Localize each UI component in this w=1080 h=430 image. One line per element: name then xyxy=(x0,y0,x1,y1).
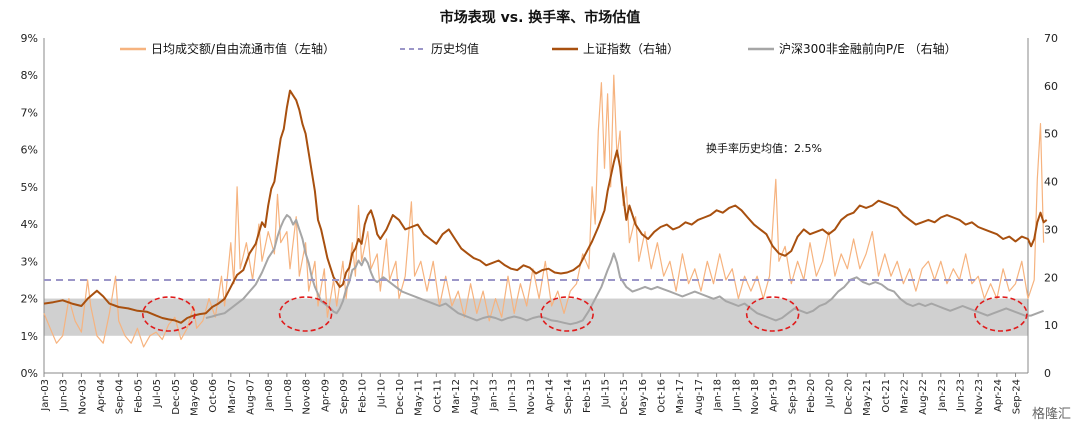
right-tick-label: 60 xyxy=(1044,80,1058,93)
x-tick-label: Jan-13 xyxy=(488,379,499,412)
highlight-circle xyxy=(278,296,333,332)
x-tick-label: Nov-18 xyxy=(750,379,761,415)
right-tick-label: 50 xyxy=(1044,128,1058,141)
left-tick-label: 1% xyxy=(21,330,38,343)
left-tick-label: 8% xyxy=(21,69,38,82)
left-tick-label: 4% xyxy=(21,218,38,231)
right-tick-label: 70 xyxy=(1044,32,1058,45)
highlight-circle xyxy=(540,296,594,332)
x-tick-label: Jul-15 xyxy=(601,379,612,408)
x-tick-label: Jul-20 xyxy=(825,379,836,408)
sse-index-series-line xyxy=(43,89,1048,324)
watermark: 格隆汇 xyxy=(1032,406,1071,422)
x-tick-label: May-06 xyxy=(189,379,200,416)
left-tick-label: 2% xyxy=(21,293,38,306)
x-tick-label: Feb-05 xyxy=(133,379,144,413)
x-tick-label: Mar-07 xyxy=(227,379,238,414)
chart-title: 市场表现 vs. 换手率、市场估值 xyxy=(440,9,641,26)
x-tick-label: Feb-10 xyxy=(358,379,369,413)
x-tick-label: Dec-15 xyxy=(619,379,630,415)
x-tick-label: Jun-03 xyxy=(59,379,70,412)
x-tick-label: Jan-08 xyxy=(264,379,275,412)
highlight-circles xyxy=(141,296,1028,332)
series-layer xyxy=(43,74,1048,348)
x-tick-label: Feb-20 xyxy=(806,379,817,413)
x-tick-label: Apr-09 xyxy=(320,379,331,412)
highlight-circle xyxy=(745,296,800,332)
x-tick-label: Jul-05 xyxy=(152,379,163,408)
left-tick-label: 3% xyxy=(21,255,38,268)
x-tick-label: Sep-24 xyxy=(1012,379,1023,414)
turnover-series-line xyxy=(43,74,1045,348)
x-tick-label: Dec-05 xyxy=(171,379,182,415)
x-tick-label: May-16 xyxy=(638,379,649,416)
x-tick-label: Aug-17 xyxy=(694,379,705,415)
x-tick-label: Dec-20 xyxy=(843,379,854,415)
x-axis: Jan-03 Jun-03 Nov-03 Apr-04 Sep-04 Feb-05 Jul-… xyxy=(40,372,1028,416)
x-tick-label: Apr-14 xyxy=(544,379,555,412)
right-tick-label: 40 xyxy=(1044,176,1058,189)
left-y-axis: 0% 1% 2% 3% 4% 5% 6% 7% 8% 9% xyxy=(21,32,45,380)
x-tick-label: Sep-09 xyxy=(339,379,350,414)
x-tick-label: Feb-15 xyxy=(582,379,593,413)
x-tick-label: Jan-18 xyxy=(713,379,724,412)
legend-label: 日均成交额/自由流通市值（左轴） xyxy=(151,41,335,56)
x-tick-label: Sep-04 xyxy=(115,379,126,414)
x-tick-label: Mar-22 xyxy=(899,379,910,414)
x-tick-label: Jun-18 xyxy=(731,379,742,412)
x-tick-label: Nov-03 xyxy=(77,379,88,415)
left-tick-label: 6% xyxy=(21,144,38,157)
right-y-axis: 0 10 20 30 40 50 60 70 xyxy=(1027,32,1058,380)
left-tick-label: 7% xyxy=(21,106,38,119)
right-tick-label: 30 xyxy=(1044,223,1058,236)
x-tick-label: Nov-08 xyxy=(302,379,313,415)
left-tick-label: 9% xyxy=(21,32,38,45)
x-tick-label: Jul-10 xyxy=(376,379,387,408)
right-tick-label: 0 xyxy=(1044,367,1051,380)
x-tick-label: Apr-04 xyxy=(96,379,107,412)
x-tick-label: Mar-12 xyxy=(451,379,462,414)
x-tick-label: Sep-14 xyxy=(563,379,574,414)
legend-label: 历史均值 xyxy=(431,41,479,56)
x-tick-label: Aug-12 xyxy=(470,379,481,415)
highlight-circle xyxy=(974,296,1028,332)
x-tick-label: Mar-17 xyxy=(675,379,686,414)
right-tick-label: 20 xyxy=(1044,271,1058,284)
mean-annotation: 换手率历史均值：2.5% xyxy=(706,141,822,155)
x-tick-label: Oct-11 xyxy=(432,379,443,413)
left-tick-label: 0% xyxy=(21,367,38,380)
x-tick-label: Sep-19 xyxy=(787,379,798,414)
x-tick-label: Jan-23 xyxy=(937,379,948,412)
x-tick-label: Jun-08 xyxy=(283,379,294,412)
x-tick-label: Oct-21 xyxy=(881,379,892,413)
legend-label: 沪深300非金融前向P/E （右轴） xyxy=(779,41,957,56)
x-tick-label: Aug-22 xyxy=(918,379,929,415)
x-tick-label: Oct-16 xyxy=(657,379,668,413)
pe-series-line xyxy=(205,214,1044,326)
x-tick-label: Jun-23 xyxy=(955,379,966,412)
x-tick-label: Jun-13 xyxy=(507,379,518,412)
legend: 日均成交额/自由流通市值（左轴） 历史均值 上证指数（右轴） 沪深300非金融前向P/… xyxy=(120,41,957,56)
x-tick-label: Nov-23 xyxy=(974,379,985,415)
x-tick-label: May-21 xyxy=(862,379,873,416)
x-tick-label: Dec-10 xyxy=(395,379,406,415)
legend-label: 上证指数（右轴） xyxy=(583,41,679,56)
x-tick-label: May-11 xyxy=(414,379,425,416)
left-tick-label: 5% xyxy=(21,181,38,194)
x-tick-label: Aug-07 xyxy=(246,379,257,415)
x-tick-label: Jan-03 xyxy=(40,379,51,412)
x-tick-label: Nov-13 xyxy=(526,379,537,415)
x-tick-label: Apr-19 xyxy=(769,379,780,412)
x-tick-label: Oct-06 xyxy=(208,379,219,413)
x-tick-label: Apr-24 xyxy=(993,379,1004,412)
highlight-circle xyxy=(141,296,196,332)
right-tick-label: 10 xyxy=(1044,319,1058,332)
